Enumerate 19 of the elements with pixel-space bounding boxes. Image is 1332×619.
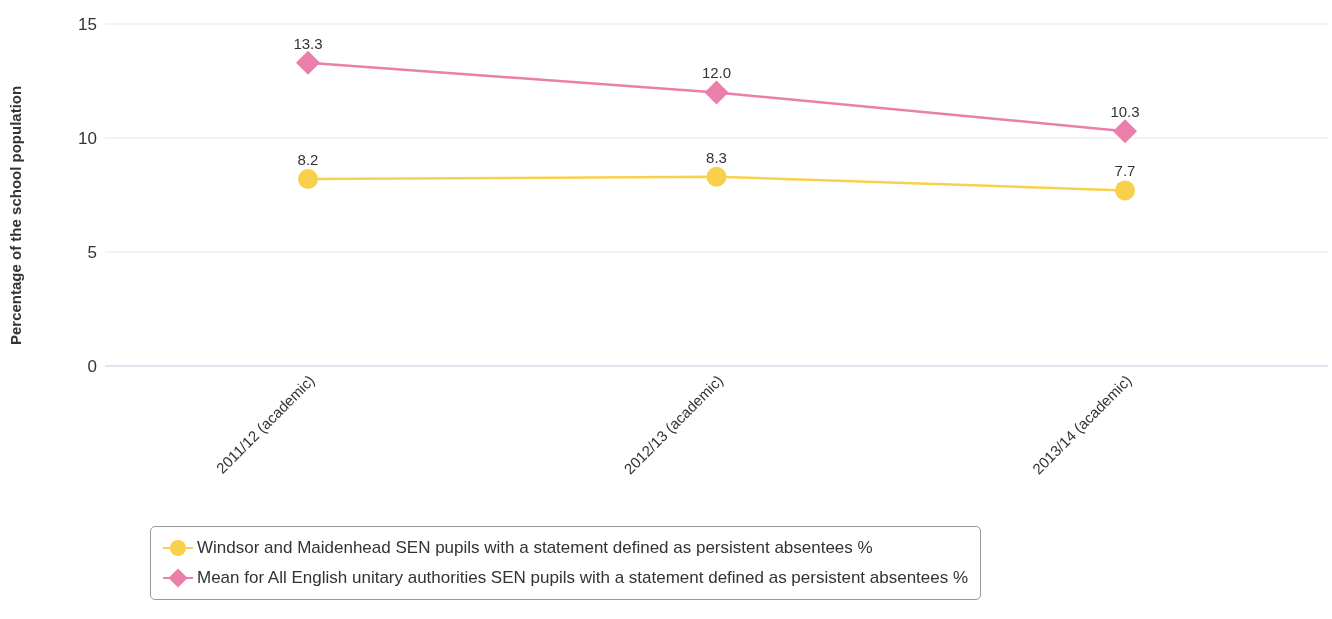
data-label: 8.3	[706, 148, 727, 166]
y-tick-label: 10	[78, 129, 97, 149]
y-tick-label: 0	[87, 357, 97, 377]
point	[296, 50, 320, 75]
y-tick-label: 5	[87, 243, 97, 263]
point	[298, 169, 318, 190]
legend-label: Windsor and Maidenhead SEN pupils with a statement defined as persistent absentees %	[197, 538, 873, 558]
data-label: 10.3	[1110, 103, 1140, 121]
y-tick-label: 15	[78, 15, 97, 35]
data-label: 8.2	[297, 151, 319, 169]
data-label: 7.7	[1114, 162, 1136, 180]
y-axis-title: Percentage of the school population	[7, 85, 25, 345]
data-label: 13.3	[293, 34, 323, 52]
point	[1113, 119, 1137, 144]
point	[706, 166, 727, 187]
point	[1115, 180, 1135, 201]
point	[704, 80, 729, 105]
legend-label: Mean for All English unitary authorities SEN pupils with a statement defined as persistent absentees %	[197, 568, 969, 588]
data-label: 12.0	[701, 64, 732, 82]
